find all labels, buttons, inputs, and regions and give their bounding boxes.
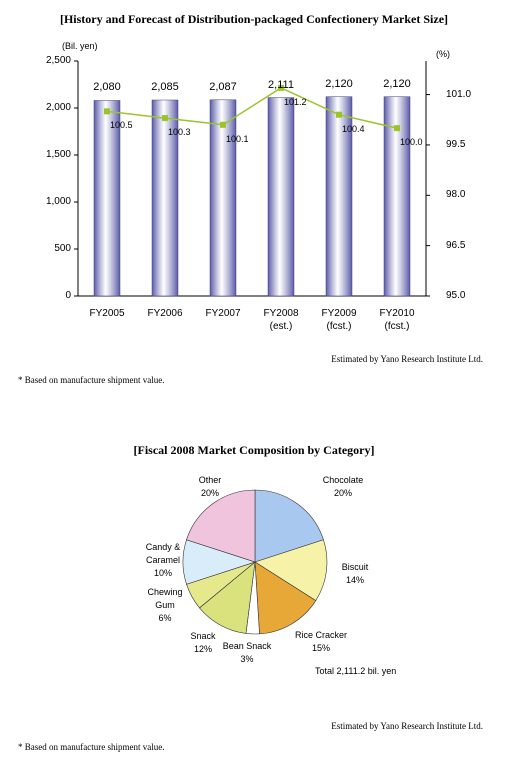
bar: [267, 97, 295, 297]
line-value-label: 101.2: [284, 96, 307, 107]
slice-label: Rice Cracker: [294, 630, 347, 640]
slice-label: Chewing Gum: [147, 587, 183, 610]
note: * Based on manufacture shipment value.: [18, 742, 165, 752]
bar-value-label: 2,087: [209, 80, 237, 93]
pie-slice: [254, 489, 324, 563]
slice-value-label: 3%: [240, 654, 254, 664]
line-value-label: 100.4: [342, 123, 365, 134]
slice-value-label: 15%: [311, 643, 330, 653]
pie-slice: [186, 489, 256, 563]
line-value-label: 100.1: [226, 133, 249, 144]
line-marker: [104, 108, 110, 115]
note: * Based on manufacture shipment value.: [18, 375, 165, 385]
y2-tick-label: 95.0: [446, 290, 466, 301]
annotation: Total 2,111.2 bil. yen: [315, 666, 397, 676]
slice-value-label: 14%: [345, 575, 364, 585]
y-tick-label: 2,500: [45, 55, 71, 66]
y2-tick-label: 96.5: [446, 239, 466, 251]
slice-label: Chocolate: [322, 475, 364, 485]
y-tick-label: 2,000: [45, 102, 71, 113]
bar-value-label: 2,111: [268, 78, 294, 91]
y2-tick-label: 101.0: [446, 88, 472, 100]
x-tick-label: FY2006: [147, 308, 183, 319]
slice-label: Candy & Caramel: [145, 542, 181, 565]
line-marker: [278, 84, 284, 91]
x-tick-label: FY2007: [205, 308, 241, 319]
x-tick-label: FY2005: [89, 308, 125, 319]
y-tick-label: 1,500: [45, 149, 71, 160]
bar: [151, 99, 179, 297]
line-marker: [162, 115, 168, 122]
line-value-label: 100.5: [110, 120, 133, 131]
line-marker: [394, 125, 400, 132]
slice-label: Bean Snack: [222, 641, 272, 651]
slice-label: Other: [198, 475, 222, 485]
x-tick-label: FY2008 (est.): [263, 308, 299, 332]
line: [106, 87, 398, 129]
y-tick-label: 1,000: [45, 196, 71, 207]
bar: [325, 96, 353, 297]
source: Estimated by Yano Research Institute Ltd…: [331, 721, 483, 731]
chart-title: [Fiscal 2008 Market Composition by Categ…: [133, 443, 375, 457]
slice-value-label: 20%: [333, 488, 352, 498]
y-axis-label: (Bil. yen): [62, 41, 98, 51]
line-value-label: 100.0: [400, 137, 423, 148]
bar-value-label: 2,120: [383, 77, 411, 90]
y-tick-label: 0: [65, 290, 71, 301]
line-value-label: 100.3: [168, 127, 191, 138]
bar-value-label: 2,120: [325, 77, 353, 90]
bar-value-label: 2,080: [93, 81, 121, 94]
slice-value-label: 20%: [200, 488, 219, 498]
slice-value-label: 6%: [158, 613, 172, 623]
bar-value-label: 2,085: [151, 81, 179, 93]
x-tick-label: FY2009 (fcst.): [321, 308, 357, 332]
slice-value-label: 10%: [153, 568, 172, 578]
bar: [209, 99, 237, 297]
y2-tick-label: 98.0: [446, 189, 466, 201]
bar: [93, 100, 121, 297]
source: Estimated by Yano Research Institute Ltd…: [331, 354, 483, 364]
y2-axis-label: (%): [436, 49, 450, 59]
slice-value-label: 12%: [193, 644, 212, 654]
y-tick-label: 500: [54, 243, 71, 254]
pie-slice: [254, 539, 328, 601]
line-marker: [220, 121, 226, 128]
slice-label: Snack: [190, 631, 216, 641]
x-tick-label: FY2010 (fcst.): [379, 308, 415, 332]
chart-title: [History and Forecast of Distribution-pa…: [59, 12, 449, 26]
line-marker: [336, 111, 342, 118]
y2-tick-label: 99.5: [446, 138, 466, 150]
pie-slice: [254, 561, 317, 635]
slice-label: Biscuit: [341, 562, 369, 572]
